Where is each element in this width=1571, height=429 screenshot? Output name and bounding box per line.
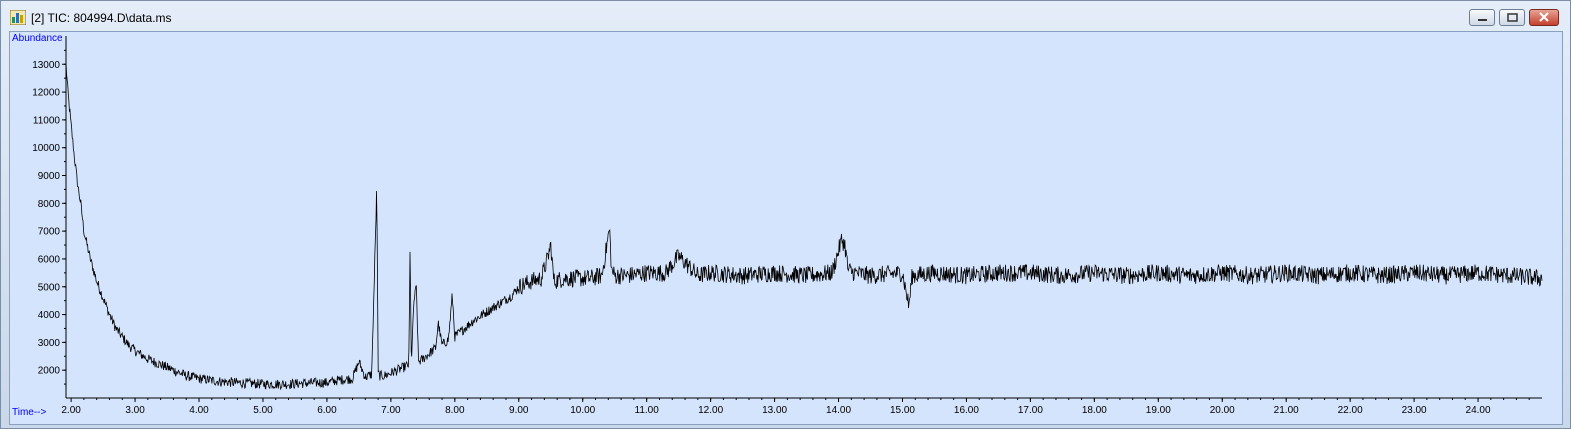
x-tick-label: 5.00 <box>253 405 273 416</box>
x-tick-label: 21.00 <box>1274 405 1299 416</box>
x-axis-label: Time--> <box>12 407 47 418</box>
x-tick-label: 3.00 <box>125 405 145 416</box>
y-tick-label: 10000 <box>32 143 60 154</box>
tic-chart: 2000 3000 4000 5000 6000 7000 8000 9000 10000 110… <box>12 33 1543 418</box>
x-tick-label: 2.00 <box>61 405 81 416</box>
restore-button[interactable] <box>1499 9 1525 26</box>
y-tick-label: 8000 <box>38 199 61 210</box>
y-tick-label: 2000 <box>38 366 61 377</box>
x-tick-label: 18.00 <box>1082 405 1107 416</box>
window-title: [2] TIC: 804994.D\data.ms <box>31 11 172 25</box>
y-tick-label: 9000 <box>38 171 61 182</box>
y-tick-label: 6000 <box>38 254 61 265</box>
x-tick-label: 14.00 <box>826 405 851 416</box>
restore-icon <box>1507 13 1518 22</box>
y-tick-label: 12000 <box>32 88 60 99</box>
x-tick-label: 6.00 <box>317 405 337 416</box>
x-tick-label: 13.00 <box>762 405 787 416</box>
chromatogram-plot-area[interactable]: 2000 3000 4000 5000 6000 7000 8000 9000 10000 110… <box>9 31 1563 425</box>
y-tick-label: 11000 <box>33 115 61 126</box>
x-tick-label: 9.00 <box>509 405 529 416</box>
tic-series-line <box>65 62 1543 391</box>
x-tick-label: 10.00 <box>570 405 595 416</box>
x-tick-label: 4.00 <box>189 405 209 416</box>
x-tick-label: 19.00 <box>1146 405 1171 416</box>
x-tick-label: 8.00 <box>445 405 465 416</box>
chromatogram-app-icon <box>10 10 26 25</box>
close-icon <box>1539 12 1549 22</box>
x-tick-label: 16.00 <box>954 405 979 416</box>
x-tick-label: 15.00 <box>890 405 915 416</box>
x-tick-label: 22.00 <box>1338 405 1363 416</box>
x-tick-label: 11.00 <box>635 405 660 416</box>
title-bar[interactable]: [2] TIC: 804994.D\data.ms <box>1 1 1570 31</box>
y-tick-label: 13000 <box>32 60 60 71</box>
y-axis-label: Abundance <box>12 33 63 44</box>
minimize-icon <box>1478 19 1487 21</box>
y-tick-label: 5000 <box>38 282 61 293</box>
x-tick-label: 12.00 <box>698 405 723 416</box>
y-tick-label: 7000 <box>38 227 61 238</box>
y-tick-label: 3000 <box>38 338 61 349</box>
y-tick-label: 4000 <box>38 310 61 321</box>
x-tick-label: 20.00 <box>1210 405 1235 416</box>
x-tick-label: 7.00 <box>381 405 401 416</box>
x-tick-label: 24.00 <box>1466 405 1491 416</box>
x-tick-label: 23.00 <box>1402 405 1427 416</box>
x-tick-label: 17.00 <box>1018 405 1043 416</box>
minimize-button[interactable] <box>1469 9 1495 26</box>
close-button[interactable] <box>1529 9 1559 26</box>
